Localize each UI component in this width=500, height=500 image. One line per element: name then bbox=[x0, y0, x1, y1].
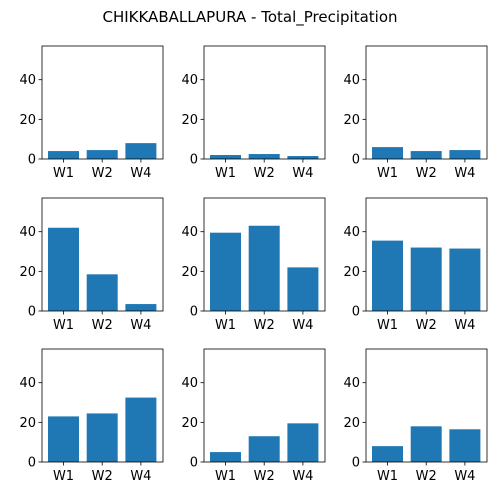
x-tick-label: W4 bbox=[130, 469, 151, 484]
y-tick-label: 40 bbox=[19, 225, 36, 240]
y-tick-label: 0 bbox=[28, 456, 36, 471]
x-tick-label: W4 bbox=[130, 318, 151, 333]
bar-w4 bbox=[287, 267, 319, 311]
bar-w2 bbox=[86, 274, 118, 311]
y-tick-label: 0 bbox=[352, 305, 360, 320]
subplot-4: 0 20 40 W1 W2 W4 bbox=[19, 197, 164, 333]
y-tick-label: 0 bbox=[352, 153, 360, 168]
bar-w4 bbox=[449, 150, 481, 159]
x-tick-label: W2 bbox=[416, 469, 437, 484]
bar-w1 bbox=[372, 147, 403, 159]
subplot-2: 0 20 40 W1 W2 W4 bbox=[181, 45, 326, 181]
x-tick-label: W2 bbox=[92, 469, 113, 484]
subplot-6: 0 20 40 W1 W2 W4 bbox=[343, 197, 488, 333]
y-tick-label: 20 bbox=[19, 416, 36, 431]
bar-w2 bbox=[248, 225, 280, 311]
y-tick-label: 40 bbox=[181, 376, 198, 391]
x-tick-label: W1 bbox=[215, 318, 236, 333]
y-tick-label: 40 bbox=[343, 376, 360, 391]
y-tick-label: 0 bbox=[190, 456, 198, 471]
x-tick-label: W1 bbox=[377, 318, 398, 333]
y-tick-label: 40 bbox=[343, 225, 360, 240]
bar-w2 bbox=[248, 436, 280, 462]
bar-w4 bbox=[125, 143, 157, 159]
x-tick-label: W4 bbox=[292, 469, 313, 484]
x-tick-label: W2 bbox=[416, 166, 437, 181]
y-tick-label: 0 bbox=[352, 456, 360, 471]
x-tick-label: W1 bbox=[53, 318, 74, 333]
x-tick-label: W4 bbox=[292, 166, 313, 181]
y-tick-label: 40 bbox=[181, 225, 198, 240]
bar-w2 bbox=[86, 413, 118, 462]
bar-w1 bbox=[48, 227, 79, 311]
bar-w1 bbox=[48, 151, 79, 159]
x-tick-label: W1 bbox=[53, 166, 74, 181]
y-tick-label: 20 bbox=[19, 265, 36, 280]
bar-w1 bbox=[372, 446, 403, 462]
bar-w4 bbox=[125, 397, 157, 462]
bar-w2 bbox=[410, 151, 442, 159]
figure-title: CHIKKABALLAPURA - Total_Precipitation bbox=[102, 8, 397, 27]
bar-w1 bbox=[210, 232, 241, 311]
x-tick-label: W2 bbox=[254, 318, 275, 333]
bar-w4 bbox=[287, 156, 319, 159]
subplot-5: 0 20 40 W1 W2 W4 bbox=[181, 197, 326, 333]
x-tick-label: W4 bbox=[292, 318, 313, 333]
y-tick-label: 0 bbox=[190, 153, 198, 168]
y-tick-label: 40 bbox=[19, 376, 36, 391]
y-tick-label: 20 bbox=[181, 113, 198, 128]
subplot-1: 0 20 40 W1 W2 W4 bbox=[19, 45, 164, 181]
x-tick-label: W4 bbox=[454, 469, 475, 484]
subplot-7: 0 20 40 W1 W2 W4 bbox=[19, 348, 164, 484]
x-tick-label: W1 bbox=[215, 166, 236, 181]
x-tick-label: W4 bbox=[454, 318, 475, 333]
x-tick-label: W1 bbox=[377, 166, 398, 181]
x-tick-label: W1 bbox=[215, 469, 236, 484]
x-tick-label: W1 bbox=[377, 469, 398, 484]
y-tick-label: 20 bbox=[181, 416, 198, 431]
y-tick-label: 20 bbox=[343, 416, 360, 431]
x-tick-label: W2 bbox=[416, 318, 437, 333]
y-tick-label: 40 bbox=[181, 73, 198, 88]
y-tick-label: 0 bbox=[28, 153, 36, 168]
y-tick-label: 20 bbox=[343, 265, 360, 280]
bar-w1 bbox=[372, 240, 403, 311]
x-tick-label: W2 bbox=[254, 469, 275, 484]
x-tick-label: W1 bbox=[53, 469, 74, 484]
bar-w1 bbox=[210, 452, 241, 462]
subplot-grid: 0 20 40 W1 W2 W4 0 20 40 W1 W2 W4 0 20 40 W1 W2 W4 0 20 40 W1… bbox=[19, 45, 488, 484]
bar-w4 bbox=[449, 429, 481, 462]
y-tick-label: 40 bbox=[343, 73, 360, 88]
x-tick-label: W2 bbox=[254, 166, 275, 181]
y-tick-label: 20 bbox=[19, 113, 36, 128]
x-tick-label: W2 bbox=[92, 318, 113, 333]
bar-w2 bbox=[248, 154, 280, 159]
subplot-3: 0 20 40 W1 W2 W4 bbox=[343, 45, 488, 181]
x-tick-label: W4 bbox=[130, 166, 151, 181]
bar-w4 bbox=[125, 304, 157, 311]
bar-w1 bbox=[210, 155, 241, 159]
subplot-9: 0 20 40 W1 W2 W4 bbox=[343, 348, 488, 484]
bar-w2 bbox=[86, 150, 118, 159]
y-tick-label: 40 bbox=[19, 73, 36, 88]
bar-w2 bbox=[410, 426, 442, 462]
y-tick-label: 0 bbox=[190, 305, 198, 320]
bar-w2 bbox=[410, 247, 442, 311]
x-tick-label: W4 bbox=[454, 166, 475, 181]
y-tick-label: 20 bbox=[343, 113, 360, 128]
subplot-8: 0 20 40 W1 W2 W4 bbox=[181, 348, 326, 484]
x-tick-label: W2 bbox=[92, 166, 113, 181]
bar-w4 bbox=[287, 423, 319, 462]
y-tick-label: 0 bbox=[28, 305, 36, 320]
bar-w1 bbox=[48, 416, 79, 462]
bar-w4 bbox=[449, 248, 481, 311]
y-tick-label: 20 bbox=[181, 265, 198, 280]
